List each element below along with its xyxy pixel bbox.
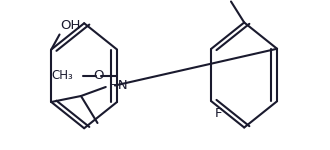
Text: O: O — [94, 69, 104, 82]
Text: F: F — [214, 107, 222, 120]
Text: CH₃: CH₃ — [52, 69, 74, 82]
Text: HN: HN — [109, 79, 129, 92]
Text: OH: OH — [60, 18, 81, 32]
